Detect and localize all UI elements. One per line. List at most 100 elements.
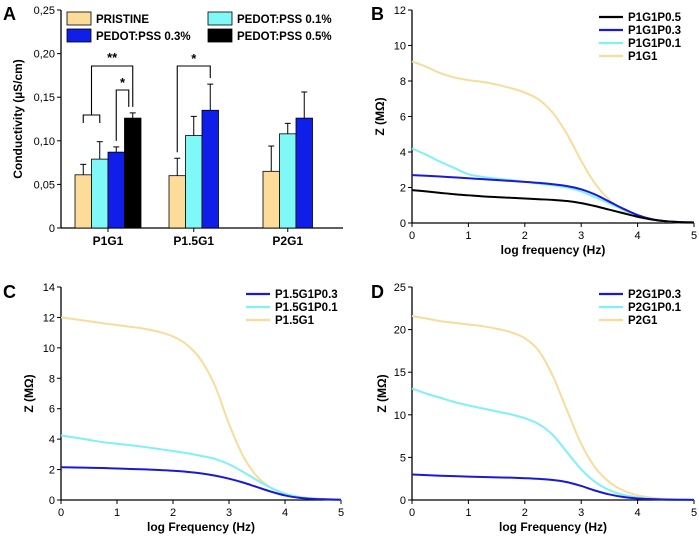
x-tick-label: 2 <box>522 507 528 519</box>
y-tick-label: 6 <box>400 112 406 124</box>
y-tick-label: 6 <box>49 404 55 416</box>
y-tick-label: 14 <box>43 282 55 294</box>
legend-label: P2G1P0.1 <box>628 302 682 314</box>
x-tick-label: 0 <box>409 507 415 519</box>
y-tick-label: 0,25 <box>34 5 55 17</box>
x-axis-label: log Frequency (Hz) <box>499 520 607 534</box>
y-tick-label: 0,05 <box>34 179 55 191</box>
y-tick-label: 0,20 <box>34 49 55 61</box>
chart-panel-d: 0 5 10 15 20 25 Z (MΩ) D 0 1 2 3 4 5 log Frequency (Hz… <box>371 282 697 534</box>
x-tick-label: 1 <box>465 230 471 242</box>
y-tick-label: 10 <box>394 41 406 53</box>
y-tick-label: 12 <box>43 312 55 324</box>
x-tick-label: 4 <box>635 507 641 519</box>
y-tick-label: 20 <box>394 325 406 337</box>
legend-label: P1.5G1P0.3 <box>275 289 338 301</box>
y-tick-label: 4 <box>400 147 406 159</box>
series-line-P1G1P0.5 <box>411 189 695 224</box>
significance-label: * <box>120 75 126 90</box>
legend-swatch <box>207 28 233 43</box>
y-axis-label: Z (MΩ) <box>375 374 389 412</box>
y-tick-label: 0 <box>49 495 55 507</box>
legend-swatch <box>66 11 92 26</box>
series-line-P2G1P0.1 <box>411 387 695 501</box>
panel-letter: D <box>371 282 384 302</box>
legend-swatch <box>66 28 92 43</box>
legend-label: P1G1P0.1 <box>628 38 682 50</box>
y-tick-label: 10 <box>394 410 406 422</box>
x-tick-label: 5 <box>338 507 344 519</box>
panel-letter: A <box>3 4 16 24</box>
y-tick-label: 10 <box>43 343 55 355</box>
bar-P1.5G1-PEDOT:PSS 0.1% <box>185 135 203 229</box>
significance-label: * <box>191 51 197 66</box>
bar-P2G1-PEDOT:PSS 0.1% <box>279 133 297 229</box>
panel-letter: C <box>3 282 16 302</box>
y-tick-label: 12 <box>394 5 406 17</box>
y-tick-label: 0 <box>49 223 55 235</box>
series-line-P1G1P0.3 <box>411 174 695 224</box>
legend-label: P1.5G1 <box>275 315 315 327</box>
x-tick-label: 3 <box>578 507 584 519</box>
y-tick-label: 5 <box>400 452 406 464</box>
bracket-single-star <box>176 65 211 153</box>
y-tick-label: 8 <box>400 76 406 88</box>
bar-P1G1-PRISTINE <box>74 174 92 229</box>
x-tick-label: 0 <box>409 230 415 242</box>
y-tick-label: 4 <box>49 434 55 446</box>
bracket-double-star <box>90 65 134 115</box>
x-tick-label: P2G1 <box>272 234 303 248</box>
x-axis-label: log frequency (Hz) <box>501 243 606 257</box>
x-tick-label: P1G1 <box>93 234 124 248</box>
x-tick-label: 2 <box>522 230 528 242</box>
y-tick-label: 0,15 <box>34 92 55 104</box>
x-axis-label: log Frequency (Hz) <box>147 520 255 534</box>
legend-label: P1.5G1P0.1 <box>275 302 338 314</box>
y-tick-label: 2 <box>400 183 406 195</box>
y-axis-label: Z (MΩ) <box>22 374 36 412</box>
y-tick-label: 8 <box>49 373 55 385</box>
legend-label: PRISTINE <box>96 14 149 26</box>
bar-P2G1-PEDOT:PSS 0.3% <box>295 117 313 229</box>
panel-letter: B <box>371 4 384 24</box>
series-line-P2G1P0.3 <box>411 473 695 501</box>
bar-P1G1-PEDOT:PSS 0.1% <box>91 158 109 229</box>
significance-label: ** <box>107 50 118 65</box>
x-tick-label: 3 <box>226 507 232 519</box>
x-tick-label: 1 <box>465 507 471 519</box>
y-tick-label: 2 <box>49 465 55 477</box>
series-line-P1G1 <box>411 60 695 224</box>
legend-label: PEDOT:PSS 0.1% <box>237 14 332 26</box>
legend-label: PEDOT:PSS 0.3% <box>96 31 191 43</box>
x-tick-label: 0 <box>58 507 64 519</box>
bar-P2G1-PRISTINE <box>262 170 280 229</box>
x-tick-label: 3 <box>578 230 584 242</box>
chart-panel-a: 0 0,05 0,10 0,15 0,20 0,25 Conductivity (µS/cm… <box>3 4 343 248</box>
bar-P1.5G1-PEDOT:PSS 0.3% <box>201 109 219 229</box>
legend-label: P2G1 <box>628 315 658 327</box>
y-tick-label: 0 <box>400 495 406 507</box>
x-tick-label: 4 <box>635 230 641 242</box>
legend-label: P1G1P0.5 <box>628 12 682 24</box>
series-line-P2G1 <box>411 314 695 501</box>
bar-P1G1-PEDOT:PSS 0.3% <box>107 151 125 229</box>
y-tick-label: 0,10 <box>34 136 55 148</box>
series-line-P1.5G1P0.3 <box>60 466 342 501</box>
bracket-group <box>82 114 101 123</box>
x-tick-label: 1 <box>114 507 120 519</box>
y-axis-label: Conductivity (µS/cm) <box>11 59 25 179</box>
y-tick-label: 0 <box>400 218 406 230</box>
x-tick-label: 5 <box>691 507 697 519</box>
legend-label: PEDOT:PSS 0.5% <box>237 31 332 43</box>
legend-label: P1G1P0.3 <box>628 25 681 37</box>
x-tick-label: 4 <box>282 507 288 519</box>
legend-label: P1G1 <box>628 51 658 63</box>
bar-P1.5G1-PRISTINE <box>168 175 186 229</box>
y-tick-label: 15 <box>394 367 406 379</box>
bar-P1G1-PEDOT:PSS 0.5% <box>124 117 142 229</box>
x-tick-label: 5 <box>691 230 697 242</box>
series-line-P1.5G1 <box>60 316 342 501</box>
